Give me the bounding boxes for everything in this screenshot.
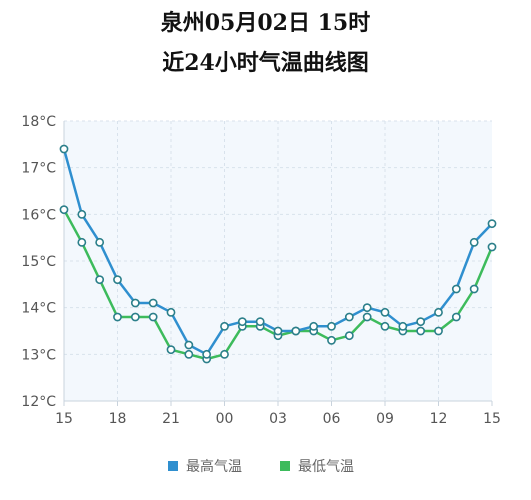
data-point xyxy=(327,321,336,331)
grid-lines xyxy=(64,120,492,401)
data-point xyxy=(344,331,354,341)
data-point xyxy=(344,312,354,322)
data-point xyxy=(487,242,497,252)
data-point xyxy=(469,237,479,247)
x-tick-label: 15 xyxy=(55,411,73,427)
data-point xyxy=(380,307,390,317)
data-point xyxy=(166,345,176,355)
legend-label-low: 最低气温 xyxy=(298,459,354,475)
x-tick-label: 12 xyxy=(430,411,448,427)
data-point xyxy=(362,312,372,322)
data-point xyxy=(130,312,140,322)
legend-label-high: 最高气温 xyxy=(186,458,242,475)
data-point xyxy=(113,312,122,322)
data-point xyxy=(309,321,319,331)
x-axis-ticks: 15 18 21 00 03 06 09 12 15 xyxy=(55,401,501,427)
data-point xyxy=(380,321,390,331)
data-point xyxy=(416,326,426,336)
series-layer xyxy=(59,144,497,364)
data-point xyxy=(202,349,212,359)
data-point xyxy=(451,312,461,322)
legend-swatch-low xyxy=(280,461,290,471)
data-point xyxy=(487,219,497,229)
data-point xyxy=(166,307,176,317)
y-tick-label: 13°C xyxy=(21,347,56,363)
chart-title-line-2: 近24小时气温曲线图 xyxy=(162,50,369,76)
y-axis-ticks: 12°C 13°C 14°C 15°C 16°C 17°C 18°C xyxy=(21,114,56,410)
data-point xyxy=(469,284,479,294)
data-point xyxy=(398,321,408,331)
chart-title-line-1: 泉州05月02日 15时 xyxy=(160,10,371,36)
data-point xyxy=(273,326,283,336)
y-tick-label: 14°C xyxy=(21,301,56,317)
y-tick-label: 17°C xyxy=(21,161,56,177)
data-point xyxy=(130,298,140,308)
data-point xyxy=(237,317,247,327)
data-point xyxy=(77,237,87,247)
data-point xyxy=(220,321,229,331)
data-point xyxy=(59,205,69,215)
x-tick-label: 03 xyxy=(269,411,287,427)
y-tick-label: 15°C xyxy=(21,254,56,270)
data-point xyxy=(362,303,372,313)
data-point xyxy=(416,317,426,327)
data-point xyxy=(255,317,265,327)
data-point xyxy=(451,284,461,294)
x-tick-label: 15 xyxy=(483,411,501,427)
data-point xyxy=(184,349,194,359)
y-tick-label: 12°C xyxy=(21,394,56,410)
data-point xyxy=(220,349,229,359)
data-point xyxy=(113,275,122,285)
x-tick-label: 21 xyxy=(162,411,180,427)
x-tick-label: 06 xyxy=(323,411,341,427)
y-tick-label: 18°C xyxy=(21,114,56,130)
data-point xyxy=(77,209,87,219)
legend: 最高气温 最低气温 xyxy=(168,458,354,475)
data-point xyxy=(434,307,443,317)
data-point xyxy=(291,326,301,336)
data-point xyxy=(184,340,194,350)
data-point xyxy=(59,144,69,154)
data-point xyxy=(148,312,158,322)
x-tick-label: 09 xyxy=(376,411,394,427)
x-tick-label: 00 xyxy=(216,411,234,427)
data-point xyxy=(95,237,105,247)
series-high-temperature xyxy=(59,144,497,359)
x-tick-label: 18 xyxy=(109,411,127,427)
data-point xyxy=(95,275,105,285)
legend-swatch-high xyxy=(168,461,178,471)
data-point xyxy=(434,326,443,336)
y-tick-label: 16°C xyxy=(21,207,56,223)
data-point xyxy=(148,298,158,308)
series-low-temperature xyxy=(59,205,497,364)
data-point xyxy=(327,335,336,345)
